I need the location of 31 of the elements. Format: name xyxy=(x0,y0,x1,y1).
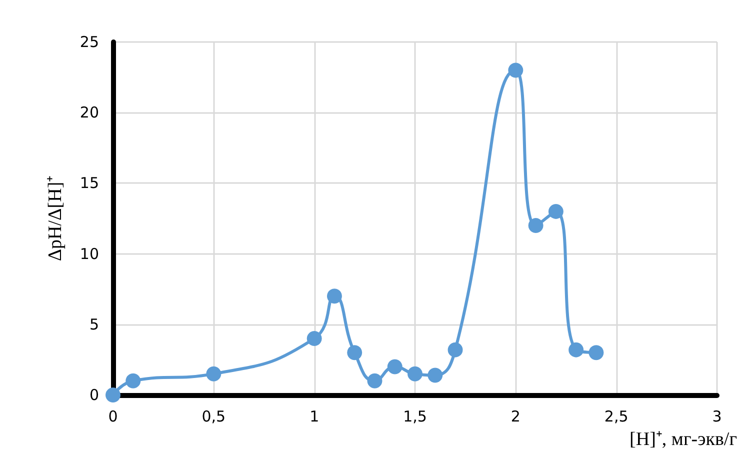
point xyxy=(548,204,564,219)
x-tick-label: 1 xyxy=(310,408,320,426)
point xyxy=(367,373,382,388)
point xyxy=(347,345,362,360)
point xyxy=(106,388,120,402)
point xyxy=(588,345,604,360)
y-tick-label: 20 xyxy=(80,104,99,122)
x-tick-label: 0,5 xyxy=(202,408,226,426)
x-tick-label: 2,5 xyxy=(604,408,628,426)
y-tick-label: 10 xyxy=(80,244,99,263)
y-axis-title: ΔpH/Δ[H]⁺ xyxy=(45,176,66,262)
point xyxy=(508,62,524,78)
y-tick-label: 0 xyxy=(89,386,99,404)
y-tick-label: 5 xyxy=(89,315,99,334)
point xyxy=(126,373,141,388)
point xyxy=(306,331,322,346)
point xyxy=(448,342,463,358)
x-tick-label: 2 xyxy=(510,408,520,426)
x-tick-label: 0 xyxy=(108,408,118,426)
y-tick-label: 25 xyxy=(80,33,99,51)
point xyxy=(408,366,422,382)
x-tick-label: 1,5 xyxy=(403,408,427,426)
y-tick-label: 15 xyxy=(80,174,99,192)
x-tick-label: 3 xyxy=(712,408,722,426)
point xyxy=(326,288,342,304)
point xyxy=(428,368,443,383)
x-axis-title: [H]⁺, мг-экв/г xyxy=(630,429,738,450)
point xyxy=(206,366,222,382)
point xyxy=(387,359,402,374)
point xyxy=(528,218,544,234)
point xyxy=(568,342,584,358)
